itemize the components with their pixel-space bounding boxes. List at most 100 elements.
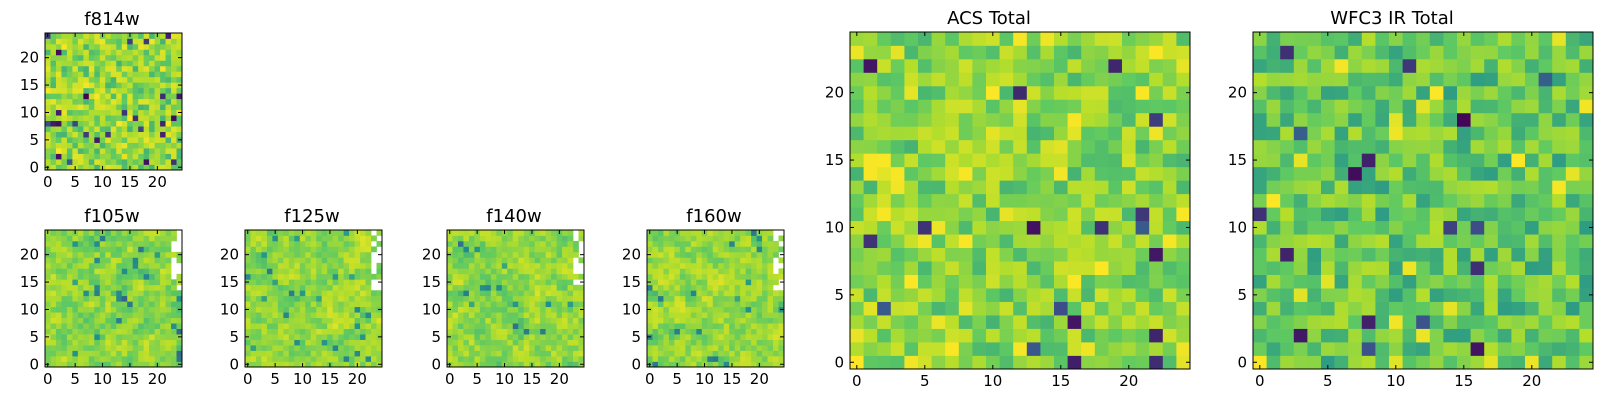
- axes-frame: [44, 229, 183, 368]
- heatmap-cell: [734, 312, 741, 319]
- heatmap-cell: [77, 235, 84, 242]
- heatmap-cell: [138, 317, 144, 324]
- heatmap-cell: [88, 164, 95, 171]
- heatmap-cell: [945, 247, 960, 262]
- heatmap-cell: [1149, 139, 1164, 154]
- heatmap-cell: [288, 230, 295, 236]
- heatmap-cell: [338, 235, 344, 242]
- heatmap-cell: [468, 323, 475, 329]
- heatmap-cell: [712, 339, 719, 346]
- heatmap-cell: [918, 220, 932, 235]
- heatmap-cell: [778, 295, 785, 302]
- heatmap-cell: [99, 284, 106, 291]
- heatmap-cell: [149, 361, 155, 368]
- heatmap-cell: [294, 339, 301, 346]
- heatmap-cell: [121, 350, 128, 357]
- heatmap-cell: [718, 251, 725, 258]
- heatmap-cell: [1552, 193, 1567, 208]
- heatmap-cell: [1293, 126, 1308, 141]
- heatmap-cell: [1135, 72, 1150, 87]
- heatmap-cell: [751, 350, 757, 357]
- heatmap-cell: [77, 317, 84, 324]
- heatmap-cell: [371, 306, 377, 313]
- heatmap-cell: [551, 268, 557, 275]
- heatmap-cell: [1081, 180, 1096, 195]
- heatmap-cell: [321, 240, 328, 247]
- heatmap-cell: [110, 43, 117, 50]
- heatmap-cell: [718, 339, 725, 346]
- heatmap-cell: [534, 323, 541, 329]
- heatmap-cell: [338, 246, 344, 253]
- heatmap-cell: [143, 54, 150, 61]
- heatmap-cell: [890, 261, 905, 275]
- heatmap-cell: [447, 323, 453, 329]
- heatmap-cell: [972, 261, 987, 275]
- heatmap-cell: [972, 193, 987, 208]
- heatmap-cell: [679, 334, 686, 340]
- heatmap-cell: [696, 268, 703, 275]
- heatmap-cell: [294, 257, 301, 264]
- heatmap-cell: [88, 334, 95, 340]
- heatmap-cell: [66, 251, 73, 258]
- heatmap-cell: [877, 207, 892, 222]
- heatmap-cell: [121, 153, 128, 160]
- heatmap-cell: [305, 273, 312, 280]
- heatmap-cell: [1348, 126, 1363, 141]
- heatmap-cell: [316, 301, 323, 308]
- heatmap-cell: [61, 350, 68, 357]
- heatmap-cell: [66, 65, 73, 72]
- heatmap-cell: [261, 301, 268, 308]
- heatmap-cell: [904, 220, 919, 235]
- heatmap-cell: [674, 290, 681, 297]
- heatmap-cell: [1108, 301, 1123, 316]
- heatmap-cell: [83, 301, 90, 308]
- heatmap-cell: [376, 301, 383, 308]
- heatmap-cell: [338, 317, 344, 324]
- heatmap-cell: [143, 301, 150, 308]
- heatmap-cell: [105, 312, 112, 319]
- heatmap-cell: [1402, 85, 1417, 100]
- heatmap-cell: [1054, 288, 1068, 302]
- heatmap-cell: [283, 295, 290, 302]
- heatmap-cell: [986, 261, 1000, 275]
- heatmap-cell: [463, 312, 470, 319]
- heatmap-cell: [1013, 234, 1028, 249]
- heatmap-cell: [890, 355, 905, 370]
- heatmap-cell: [50, 328, 57, 335]
- heatmap-cell: [316, 284, 323, 291]
- heatmap-cell: [999, 207, 1014, 222]
- heatmap-cell: [127, 71, 134, 78]
- heatmap-cell: [986, 58, 1000, 73]
- heatmap-cell: [343, 339, 350, 346]
- heatmap-cell: [255, 361, 262, 368]
- heatmap-cell: [1497, 112, 1512, 127]
- heatmap-cell: [88, 104, 95, 111]
- heatmap-cell: [1266, 112, 1281, 127]
- heatmap-cell: [904, 72, 919, 87]
- heatmap-cell: [376, 345, 383, 351]
- heatmap-cell: [1375, 342, 1390, 356]
- heatmap-cell: [61, 137, 68, 143]
- heatmap-cell: [545, 279, 552, 286]
- heatmap-cell: [371, 290, 377, 297]
- heatmap-cell: [176, 290, 183, 297]
- heatmap-cell: [1470, 32, 1485, 46]
- heatmap-cell: [1293, 180, 1308, 195]
- heatmap-cell: [1321, 180, 1335, 195]
- heatmap-cell: [762, 251, 768, 258]
- heatmap-cell: [132, 350, 139, 357]
- heatmap-cell: [507, 251, 514, 258]
- heatmap-cell: [1416, 166, 1431, 181]
- heatmap-cell: [1122, 247, 1136, 262]
- heatmap-cell: [332, 361, 339, 368]
- heatmap-cell: [707, 290, 714, 297]
- heatmap-cell: [305, 301, 312, 308]
- heatmap-cell: [877, 180, 892, 195]
- heatmap-cell: [121, 284, 128, 291]
- heatmap-cell: [338, 306, 344, 313]
- heatmap-cell: [534, 251, 541, 258]
- heatmap-cell: [349, 323, 355, 329]
- heatmap-cell: [171, 164, 177, 171]
- heatmap-cell: [160, 164, 166, 171]
- heatmap-cell: [1538, 274, 1553, 289]
